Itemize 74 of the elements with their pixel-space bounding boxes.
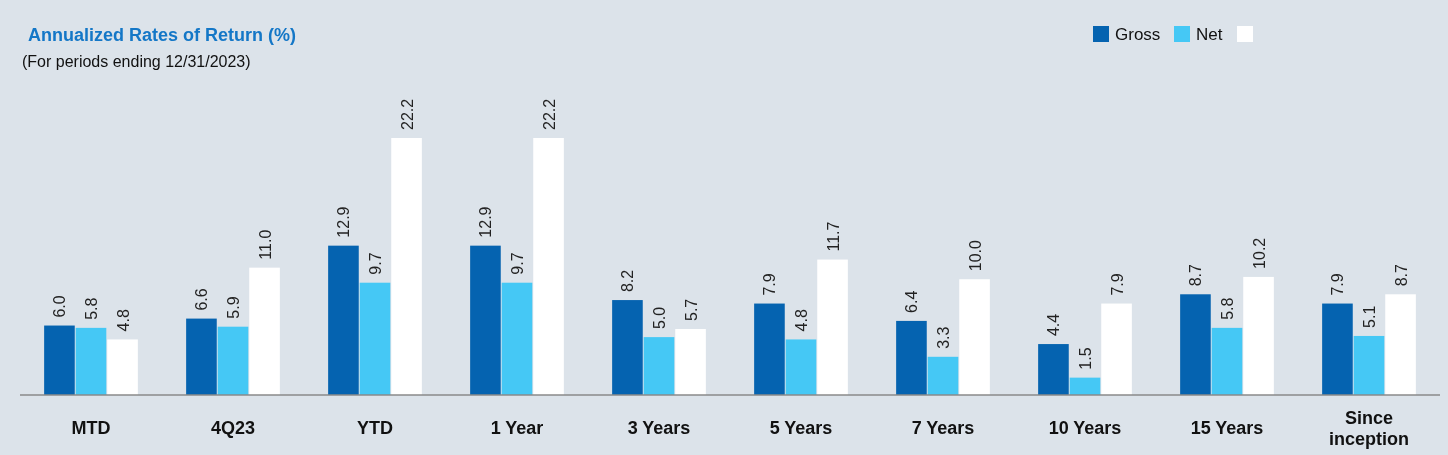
bar: [107, 339, 138, 395]
data-label: 12.9: [335, 206, 353, 238]
bar: [785, 339, 817, 395]
data-label: 6.6: [193, 288, 211, 311]
bar: [675, 329, 706, 395]
data-label: 8.7: [1187, 263, 1205, 287]
data-label: 5.7: [682, 298, 700, 322]
bar: [44, 325, 75, 395]
data-label: 7.9: [1108, 273, 1126, 296]
bar: [1101, 303, 1132, 395]
data-label: 9.7: [367, 252, 384, 275]
x-tick-label: 3 Years: [627, 418, 691, 438]
data-label: 12.9: [477, 206, 495, 238]
bar: [959, 279, 990, 395]
data-label: 1.5: [1077, 347, 1094, 370]
data-label: 10.2: [1250, 237, 1268, 269]
bar: [896, 320, 927, 395]
data-label: 4.8: [793, 309, 810, 332]
data-label: 10.0: [966, 239, 984, 272]
data-label: 6.0: [51, 295, 69, 318]
bar: [1211, 327, 1243, 395]
data-label: 11.0: [256, 229, 274, 260]
legend-label: Net: [1196, 25, 1223, 44]
x-tick-label: MTD: [71, 418, 111, 438]
bar: [391, 138, 422, 395]
bar: [1243, 276, 1274, 395]
x-tick-label: 5 Years: [769, 418, 833, 438]
data-label: 7.9: [761, 273, 779, 296]
data-label: 5.9: [225, 296, 242, 319]
bar: [817, 259, 848, 395]
data-label: 5.0: [651, 306, 668, 330]
x-tick-label: Since inception: [1329, 408, 1409, 449]
bar: [1385, 294, 1416, 395]
data-label: 9.7: [509, 252, 526, 275]
data-label: 3.3: [935, 326, 952, 349]
bar: [1353, 335, 1385, 395]
data-label: 4.4: [1045, 313, 1063, 337]
bar: [1038, 344, 1069, 395]
bar: [612, 300, 643, 395]
data-label: 6.4: [903, 290, 921, 313]
x-tick-label: 7 Years: [911, 418, 975, 438]
bar: [1180, 294, 1211, 395]
data-label: 11.7: [824, 221, 842, 252]
bar: [217, 326, 249, 395]
data-label: 7.9: [1329, 273, 1347, 296]
bar: [470, 245, 501, 395]
x-tick-label: 4Q23: [210, 418, 256, 438]
data-label: 4.8: [114, 309, 132, 332]
bar: [533, 138, 564, 395]
bar: [328, 245, 359, 395]
bar: [1322, 303, 1353, 395]
legend-label: Gross: [1115, 25, 1161, 44]
bar: [1069, 377, 1101, 395]
bar: [75, 327, 107, 395]
data-label: 22.2: [398, 98, 416, 130]
x-tick-label: 10 Years: [1048, 418, 1122, 438]
bar: [501, 282, 533, 395]
x-tick-label: 15 Years: [1190, 418, 1264, 438]
bar: [927, 356, 959, 395]
data-label: 22.2: [540, 98, 558, 130]
x-tick-label: YTD: [357, 418, 393, 438]
bar: [643, 337, 675, 395]
data-label: 5.1: [1361, 305, 1378, 328]
data-label: 8.2: [619, 269, 637, 293]
chart-subtitle: (For periods ending 12/31/2023): [22, 53, 251, 70]
data-label: 8.7: [1392, 263, 1410, 287]
bar: [186, 318, 217, 395]
data-label: 5.8: [1219, 297, 1236, 320]
chart-title: Annualized Rates of Return (%): [28, 25, 297, 45]
x-tick-label: 1 Year: [490, 418, 544, 438]
data-label: 5.8: [83, 297, 100, 320]
bar: [359, 282, 391, 395]
bar: [754, 303, 785, 395]
bar: [249, 267, 280, 395]
